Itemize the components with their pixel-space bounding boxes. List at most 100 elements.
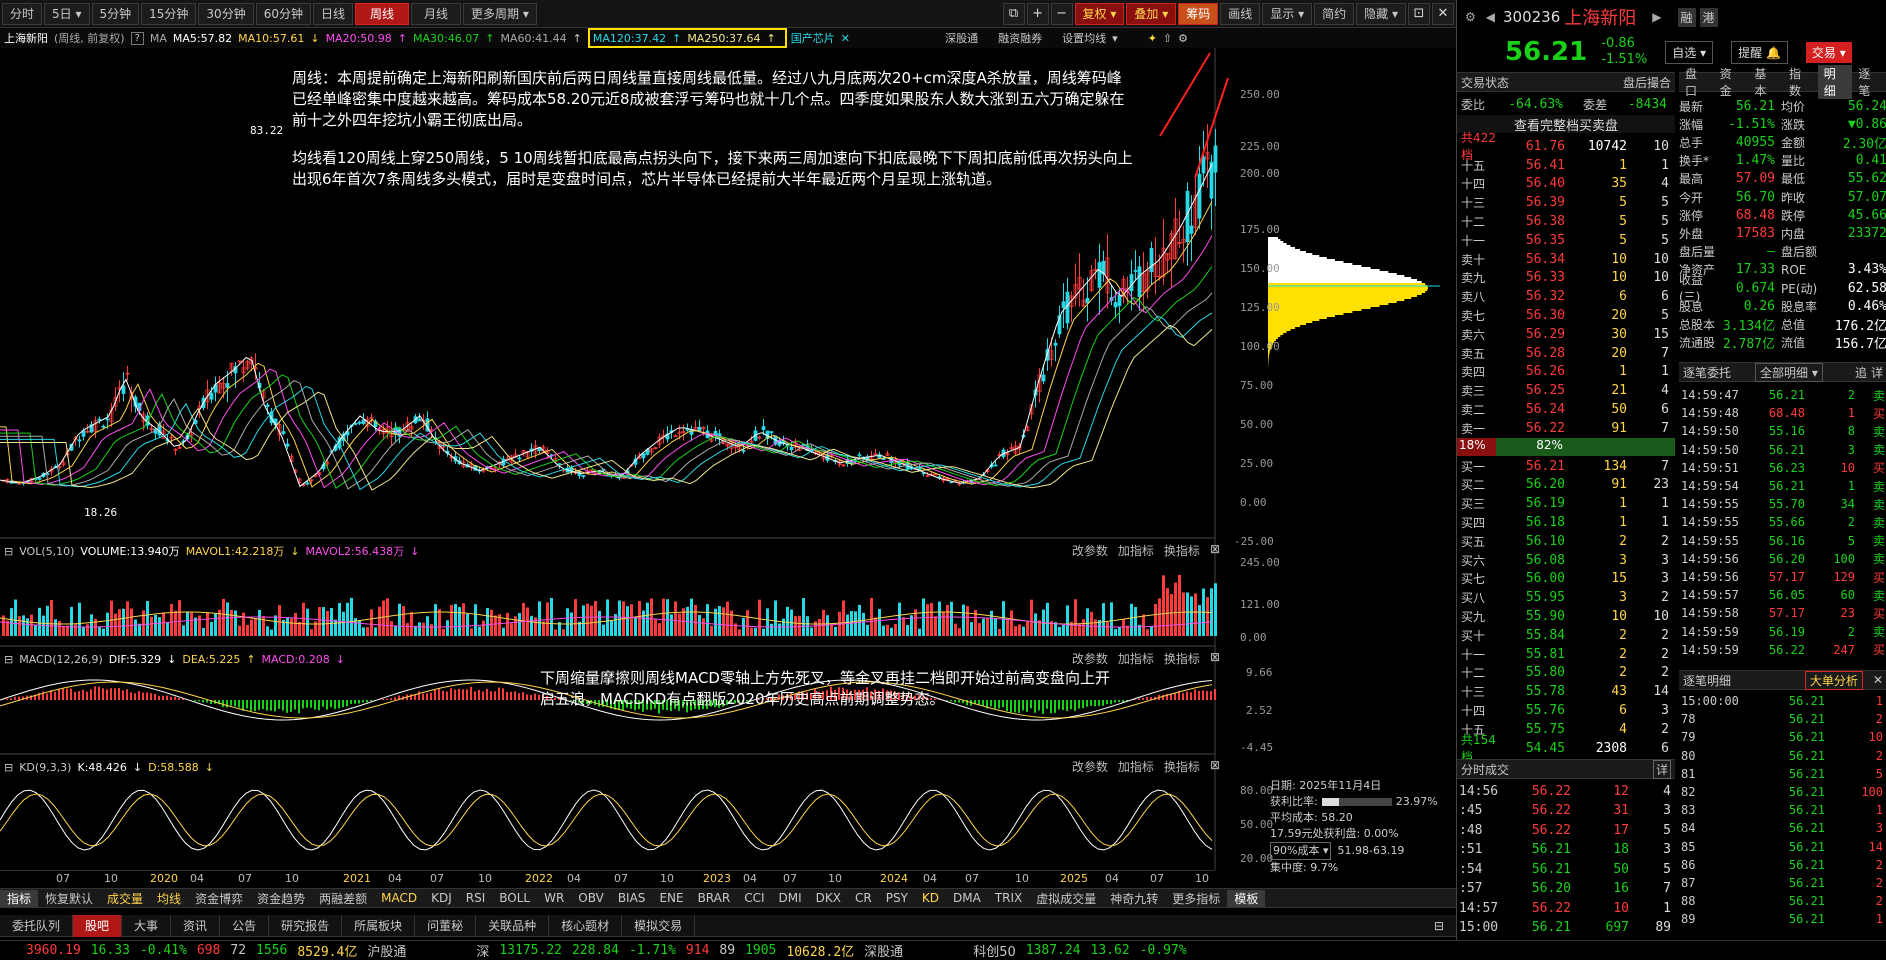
ask-row[interactable]: 卖三 56.25 21 4 (1457, 382, 1675, 400)
indicator-tab[interactable]: PSY (885, 891, 908, 905)
next-stock-icon[interactable]: ▶ (1652, 10, 1662, 24)
close-icon[interactable]: ✕ (1432, 2, 1454, 25)
indicator-tab[interactable]: 指标 (0, 889, 39, 907)
jianyue-button[interactable]: 简约 (1314, 2, 1355, 25)
ask-row[interactable]: 十四 56.40 35 4 (1457, 175, 1675, 193)
stats-tab[interactable]: 资金 (1719, 67, 1732, 98)
chart-canvas[interactable] (0, 48, 1456, 870)
period-day[interactable]: 日线 (312, 2, 353, 25)
restore-icon[interactable]: ⊡ (1408, 2, 1430, 25)
zhubi-select[interactable]: 全部明细 ▾ (1755, 362, 1823, 382)
period-30min[interactable]: 30分钟 (198, 2, 254, 25)
bottom-tab[interactable]: 问董秘 (415, 914, 477, 937)
settings-icon[interactable]: ⚙ (1465, 10, 1476, 24)
vol-huanzhibiao[interactable]: 换指标 (1163, 544, 1200, 558)
concept-tag[interactable]: 国产芯片 (790, 32, 835, 45)
collapse-icon[interactable]: ⊟ (4, 652, 14, 666)
indicator-tab[interactable]: 均线 (157, 891, 182, 906)
close-icon[interactable]: ⊠ (1209, 542, 1220, 556)
yincang-button[interactable]: 隐藏 ▾ (1356, 2, 1406, 25)
indicator-tab[interactable]: DKX (815, 891, 841, 905)
bottom-tab[interactable]: 研究报告 (269, 914, 343, 937)
zixuan-button[interactable]: 自选 ▾ (1665, 40, 1714, 64)
ask-row[interactable]: 卖七 56.30 20 5 (1457, 306, 1675, 324)
bottom-tab[interactable]: 委托队列 (0, 914, 74, 937)
period-more[interactable]: 更多周期 ▾ (463, 2, 537, 25)
ask-row[interactable]: 十一 56.35 5 5 (1457, 231, 1675, 249)
kd-huanzhibiao[interactable]: 换指标 (1163, 760, 1200, 774)
bottom-tab[interactable]: 所属板块 (342, 914, 416, 937)
zoom-in-icon[interactable]: + (1026, 2, 1049, 25)
bid-row[interactable]: 买四 56.18 1 1 (1457, 513, 1675, 531)
kd-gaicanshu[interactable]: 改参数 (1071, 760, 1108, 774)
bottom-tab[interactable]: 关联品种 (476, 914, 550, 937)
window-icon[interactable]: ⧉ (1002, 2, 1025, 25)
bid-row[interactable]: 买六 56.08 3 3 (1457, 551, 1675, 569)
indicator-tab[interactable]: 模板 (1227, 889, 1266, 907)
settings-icon[interactable]: ⚙ (1178, 31, 1188, 45)
vol-gaicanshu[interactable]: 改参数 (1071, 544, 1108, 558)
sgt-label[interactable]: 深股通 (864, 945, 904, 960)
period-15min[interactable]: 15分钟 (141, 2, 197, 25)
indicator-tab[interactable]: 成交量 (107, 891, 144, 906)
bulb-icon[interactable]: ✦ (1147, 31, 1157, 45)
bottom-tab[interactable]: 资讯 (171, 914, 221, 937)
bid-row[interactable]: 买九 55.90 10 10 (1457, 607, 1675, 625)
indicator-tab[interactable]: DMA (953, 891, 981, 905)
bid-row[interactable]: 十二 55.80 2 2 (1457, 664, 1675, 682)
bid-row[interactable]: 买八 55.95 3 2 (1457, 589, 1675, 607)
stats-tab[interactable]: 基本 (1754, 67, 1767, 98)
link-shengutong[interactable]: 深股通 (945, 32, 979, 45)
period-5day[interactable]: 5日 ▾ (44, 2, 90, 25)
bid-row[interactable]: 买一 56.21 134 7 (1457, 457, 1675, 475)
ask-row[interactable]: 卖四 56.26 1 1 (1457, 363, 1675, 381)
vol-jiazhibiao[interactable]: 加指标 (1117, 544, 1154, 558)
period-5min[interactable]: 5分钟 (91, 2, 140, 25)
help-icon[interactable]: ? (130, 31, 144, 45)
bid-row[interactable]: 买七 56.00 15 3 (1457, 570, 1675, 588)
macd-gaicanshu[interactable]: 改参数 (1071, 652, 1108, 666)
ask-row[interactable]: 十五 56.41 1 1 (1457, 156, 1675, 174)
xianshi-button[interactable]: 显示 ▾ (1262, 2, 1313, 25)
bid-row[interactable]: 买五 56.10 2 2 (1457, 532, 1675, 550)
collapse-icon[interactable]: ⊟ (4, 760, 14, 774)
indicator-tab[interactable]: TRIX (994, 891, 1023, 905)
bottom-tab[interactable]: 公告 (220, 914, 270, 937)
bottom-tab[interactable]: 股吧 (73, 914, 123, 937)
indicator-tab[interactable]: OBV (578, 891, 604, 905)
bid-row[interactable]: 十五 55.75 4 2 (1457, 720, 1675, 738)
indicator-tab[interactable]: 资金博弈 (195, 891, 244, 906)
link-setma[interactable]: 设置均线 (1062, 32, 1107, 45)
ask-row[interactable]: 卖九 56.33 10 10 (1457, 269, 1675, 287)
ask-row[interactable]: 卖六 56.29 30 15 (1457, 325, 1675, 343)
bottom-tab[interactable]: 大事 (122, 914, 172, 937)
bid-row[interactable]: 买二 56.20 91 23 (1457, 476, 1675, 494)
indicator-tab[interactable]: WR (544, 891, 565, 905)
stats-tab[interactable]: 指数 (1789, 67, 1802, 98)
indicator-tab[interactable]: 虚拟成交量 (1036, 891, 1097, 906)
indicator-tab[interactable]: 神奇九转 (1110, 891, 1159, 906)
jiaoyi-button[interactable]: 交易 ▾ (1805, 41, 1852, 63)
indicator-tab[interactable]: CR (855, 891, 872, 905)
ask-row[interactable]: 卖五 56.28 20 7 (1457, 344, 1675, 362)
close-icon[interactable]: ✕ (1872, 673, 1883, 687)
dadan-button[interactable]: 大单分析 (1804, 670, 1863, 690)
indicator-tab[interactable]: KDJ (431, 891, 452, 905)
expand-icon[interactable]: ⊟ (1433, 918, 1444, 933)
stats-tab[interactable]: 明细 (1817, 65, 1853, 99)
indicator-tab[interactable]: ENE (659, 891, 684, 905)
macd-huanzhibiao[interactable]: 换指标 (1163, 652, 1200, 666)
ask-row[interactable]: 卖八 56.32 6 6 (1457, 288, 1675, 306)
zhubi-detail-button[interactable]: 详 (1870, 365, 1883, 380)
hgt-label[interactable]: 沪股通 (367, 945, 407, 960)
period-60min[interactable]: 60分钟 (255, 2, 311, 25)
ask-row[interactable]: 十三 56.39 5 5 (1457, 194, 1675, 212)
indicator-tab[interactable]: RSI (465, 891, 486, 905)
period-month[interactable]: 月线 (411, 2, 462, 25)
stats-tab[interactable]: 逐笔 (1858, 67, 1871, 98)
close-icon[interactable]: ⊠ (1209, 758, 1220, 772)
kline-chart[interactable]: 250.00 225.00 200.00 175.00 150.00 125.0… (0, 48, 1456, 885)
indicator-tab[interactable]: 恢复默认 (45, 891, 94, 906)
indicator-tab[interactable]: 资金趋势 (257, 891, 306, 906)
link-rongzi[interactable]: 融资融券 (998, 32, 1043, 45)
